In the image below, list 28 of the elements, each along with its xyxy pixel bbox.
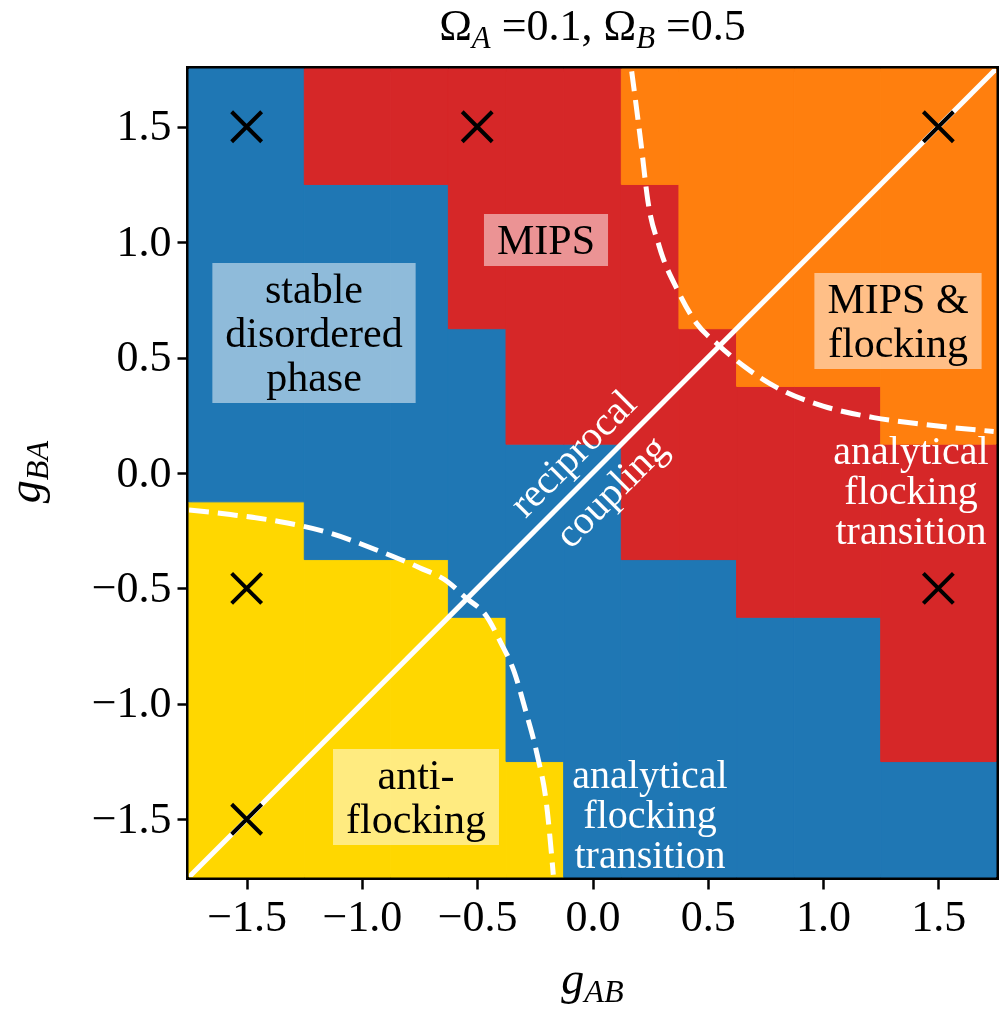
point [229, 802, 264, 837]
y-tick-label: 0.0 [116, 447, 172, 497]
x-axis-title: g$_{AB}$ [560, 952, 625, 1010]
point [229, 571, 264, 606]
series-label: MIPS & flocking [827, 276, 969, 366]
x-tick-label: −1.5 [207, 891, 288, 941]
series-label: stable disordered phase [225, 266, 403, 400]
x-tick-label: −1.0 [322, 891, 403, 941]
y-tick-label: 1.5 [116, 101, 172, 151]
point [460, 109, 495, 144]
series-label: anti- flocking [346, 752, 486, 842]
point [921, 109, 956, 144]
y-tick-label: 0.5 [116, 332, 172, 382]
point [921, 571, 956, 606]
legend-label: analytical flocking transition [572, 752, 728, 877]
y-tick-label: −0.5 [91, 562, 172, 612]
x-tick-label: 0.0 [565, 891, 621, 941]
y-tick-label: −1.0 [91, 678, 172, 728]
y-tick-label: −1.5 [91, 793, 172, 843]
series-label: analytical flocking transition [833, 428, 989, 553]
y-tick-label: 1.0 [116, 216, 172, 266]
x-tick-label: 1.5 [911, 891, 967, 941]
x-tick-label: 0.5 [680, 891, 736, 941]
point [229, 109, 264, 144]
x-tick-label: −0.5 [437, 891, 518, 941]
series-label: MIPS [496, 217, 596, 263]
x-tick-label: 1.0 [796, 891, 852, 941]
chart-title: Ω$_{A}$ =0.1, Ω$_{B}$ =0.5 [438, 0, 747, 55]
